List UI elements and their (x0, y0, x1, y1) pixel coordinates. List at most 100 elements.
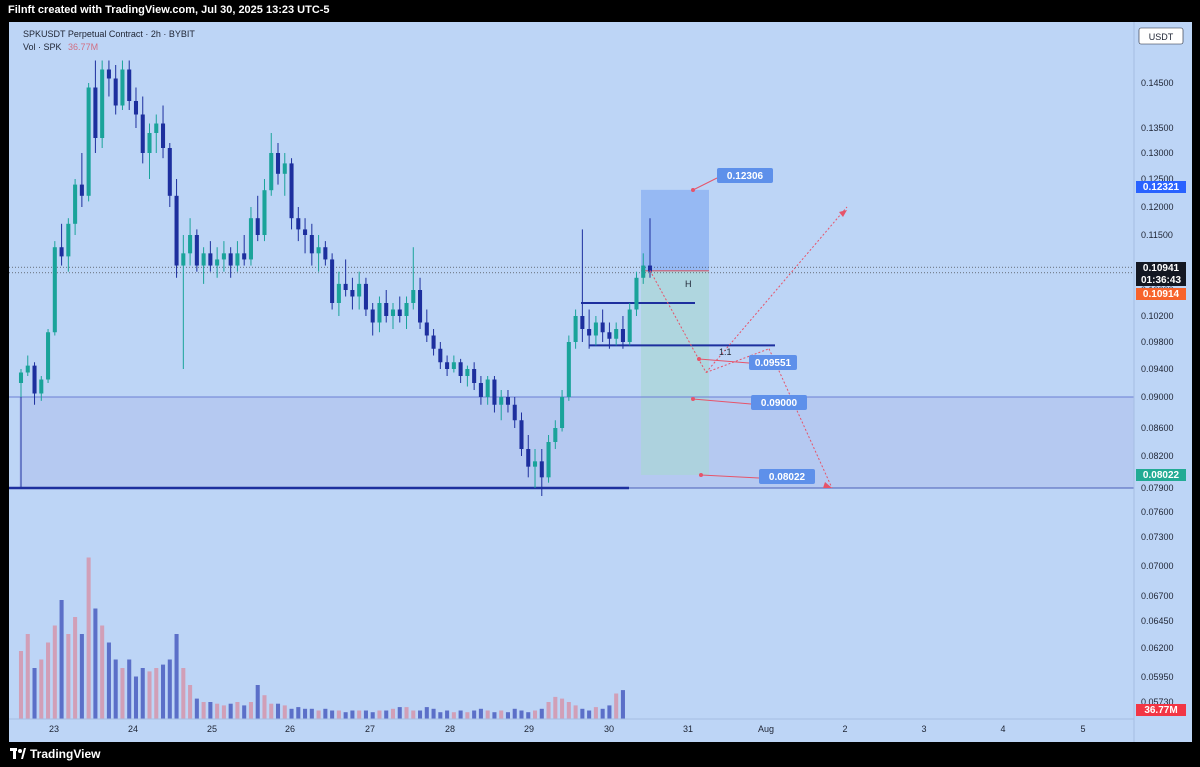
candle-body (161, 123, 166, 148)
candle-body (499, 397, 504, 405)
volume-bar (208, 702, 213, 719)
y-tick-label: 0.09000 (1141, 392, 1174, 402)
candle-body (478, 383, 483, 397)
volume-bar (59, 600, 64, 719)
candle-body (336, 283, 341, 303)
volume-bar (201, 702, 206, 719)
tradingview-logo-icon (10, 748, 26, 759)
volume-bar (438, 712, 443, 719)
projection-arrow-1 (705, 348, 770, 373)
volume-bar (357, 710, 362, 719)
candle-body (566, 342, 571, 397)
price-chart[interactable]: 0.12306 0.09551 0.09000 0.08022 1:1 H USDT 0.14… (9, 22, 1192, 742)
chart-area[interactable]: 0.12306 0.09551 0.09000 0.08022 1:1 H USDT 0.14… (9, 22, 1192, 742)
volume-bar (424, 707, 429, 719)
candle-body (411, 290, 416, 303)
volume-bar (275, 703, 281, 719)
candle-body (46, 332, 51, 380)
top-bar: Filnft created with TradingView.com, Jul… (0, 0, 1200, 22)
candle-body (607, 332, 612, 339)
volume-bar (431, 708, 436, 719)
h-marker: H (685, 279, 692, 289)
candle-body (451, 362, 456, 369)
stop-label-pointer (700, 474, 760, 479)
candle-body (39, 379, 44, 394)
currency-box[interactable] (1138, 27, 1184, 45)
y-tick-label: 0.12500 (1141, 174, 1174, 184)
y-tick-label: 0.13500 (1141, 123, 1174, 133)
y-tick-label: 0.14500 (1141, 78, 1174, 88)
y-tick-label: 0.07300 (1141, 532, 1174, 542)
created-with-title: Filnft created with TradingView.com, Jul… (8, 4, 330, 16)
volume-bar (458, 710, 463, 719)
candle-body (208, 253, 213, 266)
candle-body (647, 265, 653, 272)
target-zone (641, 189, 709, 271)
candle-body (519, 420, 524, 449)
candle-body (465, 369, 470, 376)
candle-body (86, 87, 91, 196)
volume-bar (607, 705, 612, 719)
target-label: 0.12306 (727, 171, 764, 182)
y-tick-label: 0.05730 (1141, 697, 1174, 707)
y-tick-label: 0.13000 (1141, 148, 1174, 158)
volume-bar (411, 710, 416, 719)
x-tick-label: 5 (1080, 724, 1085, 734)
stop-zone (641, 270, 709, 475)
ratio-label: 1:1 (719, 347, 732, 357)
y-tick-label: 0.05950 (1141, 672, 1174, 682)
x-tick-label: 29 (524, 724, 534, 734)
candle-body (18, 372, 24, 383)
volume-bar (120, 668, 125, 719)
candle-body (303, 229, 308, 235)
volume-bar (560, 698, 565, 719)
level2-label-box[interactable] (751, 395, 807, 410)
volume-bar (343, 712, 348, 719)
stop-label-box[interactable] (759, 469, 815, 484)
price-tag: 36.77M (1144, 705, 1177, 716)
candle-body (445, 362, 450, 369)
target-label-box[interactable] (717, 168, 773, 183)
y-tick-label: 0.06200 (1141, 643, 1174, 653)
candle-body (309, 235, 314, 254)
level1-label: 0.09551 (755, 358, 792, 369)
candle-body (546, 442, 551, 478)
candle-body (641, 265, 646, 278)
candle-body (262, 190, 267, 235)
volume-legend[interactable]: Vol · SPK 36.77M (23, 42, 98, 52)
level1-label-pointer (698, 358, 750, 364)
volume-bar (620, 690, 625, 719)
price-tag-box (1136, 181, 1186, 193)
x-tick-label: 24 (128, 724, 138, 734)
symbol-legend[interactable]: SPKUSDT Perpetual Contract · 2h · BYBIT (23, 29, 195, 39)
candle-body (194, 235, 199, 266)
volume-bar (100, 625, 105, 719)
candle-body (390, 309, 396, 316)
candle-body (32, 365, 37, 394)
x-tick-label: 25 (207, 724, 217, 734)
x-tick-label: 3 (921, 724, 926, 734)
volume-bar (418, 710, 423, 719)
volume-bar (181, 668, 186, 719)
x-tick-label: 27 (365, 724, 375, 734)
candle-body (431, 335, 436, 349)
candle-body (418, 290, 423, 323)
candle-body (120, 69, 125, 106)
candle-body (343, 283, 348, 290)
price-tag-box (1136, 469, 1186, 481)
candle-body (188, 235, 193, 254)
candle-body (106, 69, 111, 79)
volume-bar (194, 698, 199, 719)
volume-bar (296, 707, 301, 719)
y-tick-label: 0.06450 (1141, 616, 1174, 626)
volume-bar (133, 676, 139, 719)
volume-bar (573, 705, 578, 719)
candle-body (492, 379, 497, 405)
price-tag-box (1136, 274, 1186, 286)
candle-body (505, 397, 510, 405)
volume-bar (404, 707, 409, 719)
price-tag-box (1136, 288, 1186, 300)
volume-bar (262, 695, 267, 719)
level1-label-box[interactable] (749, 355, 797, 370)
volume-bar (188, 685, 193, 719)
